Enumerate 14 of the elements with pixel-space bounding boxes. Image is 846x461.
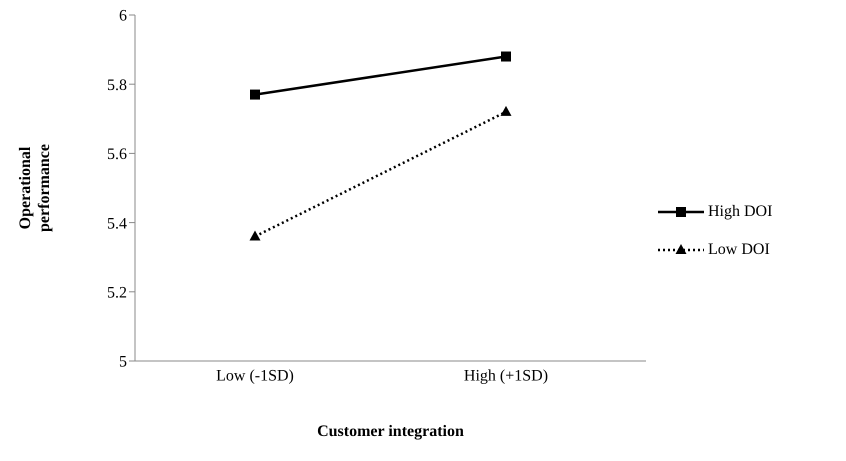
point: [501, 52, 511, 62]
point: [250, 90, 260, 100]
y-tick-label: 5.6: [107, 146, 127, 164]
y-tick-label: 5.2: [107, 284, 127, 302]
y-tick-label: 5.4: [107, 215, 127, 232]
y-axis-title: Operational performance: [17, 144, 53, 232]
x-tick-label: High (+1SD): [464, 367, 548, 384]
legend-label: High DOI: [708, 202, 772, 220]
y-tick-label: 5.8: [107, 76, 127, 94]
x-tick-label: Low (-1SD): [216, 367, 294, 384]
y-tick-label: 5: [119, 354, 127, 371]
x-axis-title: Customer integration: [317, 423, 464, 440]
y-tick-label: 6: [119, 8, 127, 25]
legend-label: Low DOI: [708, 240, 770, 258]
